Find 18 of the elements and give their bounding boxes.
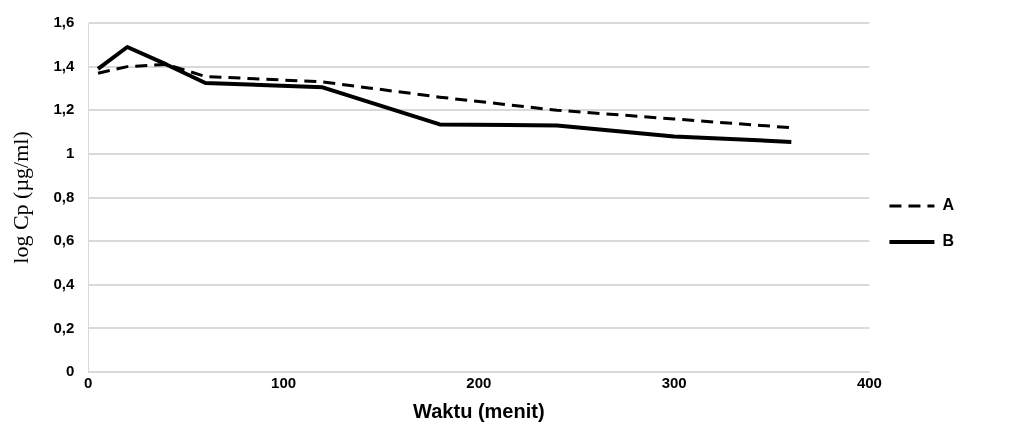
y-tick-label: 0 [65,362,75,380]
x-tick-label: 100 [271,374,297,392]
x-tick-label: 300 [661,374,687,392]
legend-label: A [942,196,955,214]
y-tick-label: 0,8 [53,187,75,205]
x-axis-title: Waktu (menit) [413,399,545,422]
y-tick-label: 1,6 [53,13,75,31]
y-tick-label: 1,2 [53,100,75,118]
x-tick-label: 400 [856,374,882,392]
y-tick-label: 0,6 [53,231,75,249]
y-tick-label: 0,4 [53,274,75,292]
y-axis-title: log Cp (µg/ml) [7,131,33,264]
y-tick-label: 0,2 [53,318,75,336]
x-tick-label: 200 [466,374,492,392]
legend-label: B [942,232,955,250]
y-tick-label: 1 [65,144,75,162]
x-tick-label: 0 [84,374,93,392]
y-tick-label: 1,4 [53,56,75,74]
